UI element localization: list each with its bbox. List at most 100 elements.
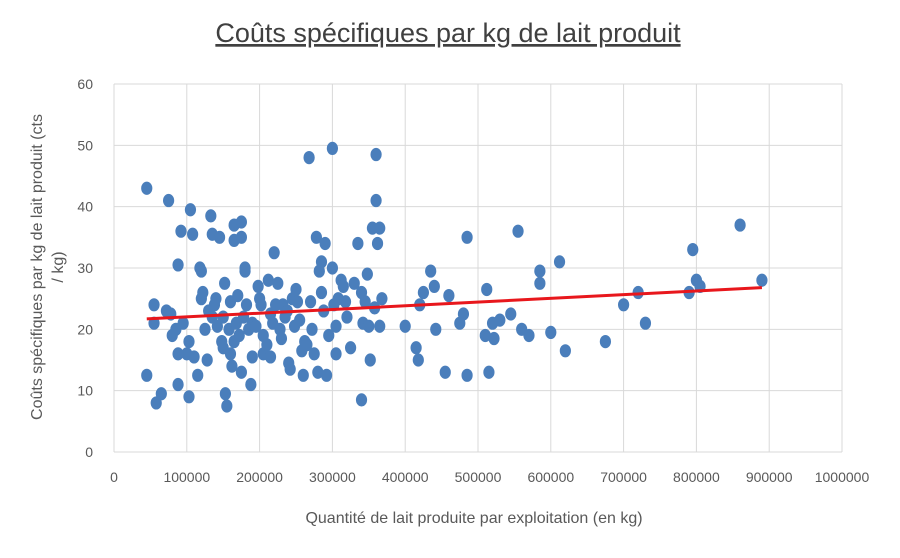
data-point [370, 193, 382, 208]
data-point [177, 316, 189, 330]
data-point [297, 368, 309, 382]
data-point [553, 255, 566, 269]
data-point [756, 273, 768, 287]
data-point [481, 282, 493, 297]
data-point [233, 328, 245, 343]
data-point [235, 215, 247, 229]
y-tick-label: 0 [85, 444, 93, 460]
data-point [505, 307, 517, 321]
data-point [430, 322, 442, 336]
data-point [245, 377, 257, 392]
data-point [399, 319, 411, 333]
y-tick-label: 20 [77, 321, 93, 337]
data-point [439, 365, 451, 379]
data-point [291, 295, 304, 309]
data-point [197, 285, 209, 300]
data-point [412, 353, 424, 367]
x-tick-label: 200000 [236, 469, 283, 485]
chart-title: Coûts spécifiques par kg de lait produit [215, 18, 681, 48]
data-point [275, 331, 288, 346]
data-point [172, 377, 184, 392]
y-tick-label: 10 [77, 383, 93, 399]
data-point [734, 218, 746, 232]
trendline-group [146, 286, 762, 321]
data-point [483, 365, 495, 379]
y-axis-ticks: 0 10 20 30 40 50 60 [77, 76, 93, 460]
data-point [326, 141, 338, 155]
data-point [217, 310, 229, 324]
x-tick-label: 900000 [746, 469, 793, 485]
data-point [363, 319, 375, 333]
data-point [224, 347, 237, 361]
data-point [188, 350, 200, 364]
data-point [376, 292, 388, 306]
data-point [639, 316, 652, 330]
data-point [199, 322, 211, 336]
y-axis-title: Coûts spécifiques par kg de lait produit… [29, 114, 67, 420]
data-point [337, 279, 349, 293]
data-point [210, 292, 222, 306]
data-point [599, 335, 612, 349]
data-point [341, 310, 353, 324]
data-point [184, 203, 197, 217]
data-point [359, 295, 371, 309]
data-point [213, 230, 226, 244]
data-point [175, 224, 187, 238]
data-point [172, 258, 184, 272]
x-tick-label: 100000 [163, 469, 210, 485]
data-point [374, 319, 386, 333]
data-point [252, 279, 264, 293]
data-point [211, 319, 223, 333]
data-point [240, 298, 253, 312]
trend-line [146, 286, 762, 321]
data-point [250, 319, 262, 333]
data-point [461, 230, 473, 244]
data-point [618, 298, 630, 312]
data-point [425, 264, 437, 278]
data-point [355, 393, 368, 407]
data-point [534, 264, 546, 278]
data-point [306, 322, 318, 336]
data-point [239, 264, 251, 278]
data-point [443, 289, 455, 303]
data-point [545, 325, 557, 339]
data-points [141, 141, 768, 413]
x-axis-title: Quantité de lait produite par exploitati… [305, 510, 642, 527]
x-tick-label: 400000 [382, 469, 429, 485]
data-point [187, 227, 199, 241]
data-point [221, 399, 233, 413]
data-point [361, 267, 373, 281]
data-point [315, 255, 328, 269]
data-point [348, 276, 360, 290]
data-point [479, 328, 491, 343]
data-point [303, 151, 315, 165]
data-point [512, 224, 524, 238]
x-tick-label: 300000 [309, 469, 356, 485]
y-tick-label: 40 [77, 199, 93, 215]
data-point [232, 289, 244, 303]
x-tick-label: 800000 [673, 469, 720, 485]
data-point [284, 362, 296, 376]
data-point [226, 359, 238, 373]
data-point [488, 331, 500, 346]
data-point [261, 338, 273, 352]
data-point [272, 276, 284, 290]
data-point [148, 298, 160, 312]
data-point [326, 261, 338, 275]
data-point [687, 243, 699, 257]
x-tick-label: 500000 [455, 469, 502, 485]
data-point [457, 307, 470, 321]
data-point [172, 347, 184, 361]
data-point [141, 368, 153, 382]
y-tick-label: 60 [77, 76, 93, 92]
data-point [312, 365, 324, 379]
data-point [339, 295, 352, 309]
y-tick-label: 30 [77, 260, 93, 276]
x-tick-label: 0 [110, 469, 118, 485]
y-axis-title-line-2: / kg) [50, 251, 67, 282]
y-tick-label: 50 [77, 137, 93, 153]
data-point [330, 319, 342, 333]
data-point [163, 193, 175, 208]
data-point [246, 350, 258, 364]
